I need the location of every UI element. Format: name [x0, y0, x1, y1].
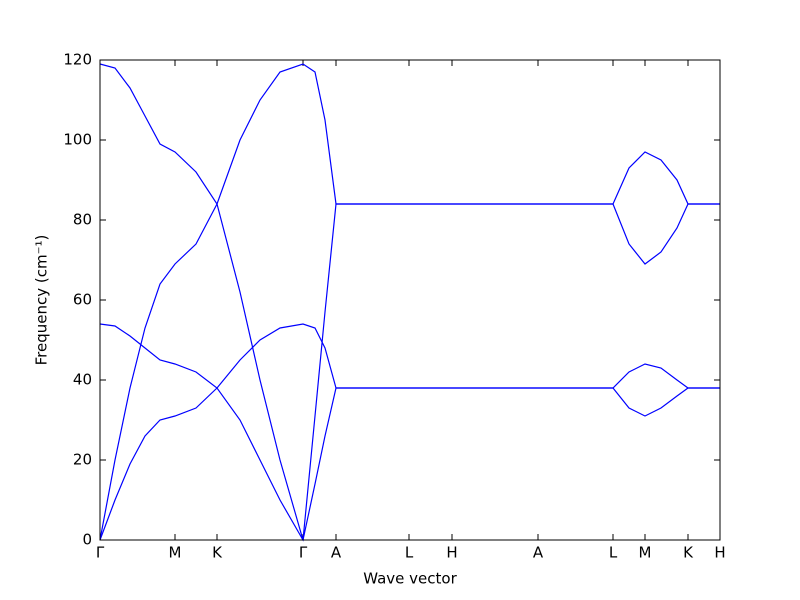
x-tick-label: L: [609, 544, 618, 562]
band-line: [99, 63, 720, 541]
y-tick-label: 60: [73, 291, 92, 309]
band-line: [99, 323, 720, 542]
x-tick-label: K: [683, 544, 694, 562]
x-tick-label: K: [212, 544, 223, 562]
y-tick-label: 0: [82, 531, 92, 549]
y-tick-label: 80: [73, 211, 92, 229]
x-tick-label: L: [405, 544, 414, 562]
x-tick-label: A: [331, 544, 342, 562]
x-tick-label: H: [714, 544, 725, 562]
y-tick-label: 120: [63, 51, 92, 69]
band-line: [99, 323, 720, 541]
x-tick-label: A: [533, 544, 544, 562]
band-line: [99, 63, 720, 541]
y-tick-label: 100: [63, 131, 92, 149]
x-tick-label: M: [169, 544, 182, 562]
y-tick-label: 20: [73, 451, 92, 469]
x-tick-label: M: [639, 544, 652, 562]
y-axis-label: Frequency (cm⁻¹): [33, 235, 51, 366]
y-tick-label: 40: [73, 371, 92, 389]
plot-frame: [99, 59, 721, 541]
x-axis-label: Wave vector: [363, 570, 457, 588]
x-tick-label: Γ: [96, 544, 105, 562]
x-tick-label: Γ: [299, 544, 308, 562]
x-tick-label: H: [446, 544, 457, 562]
